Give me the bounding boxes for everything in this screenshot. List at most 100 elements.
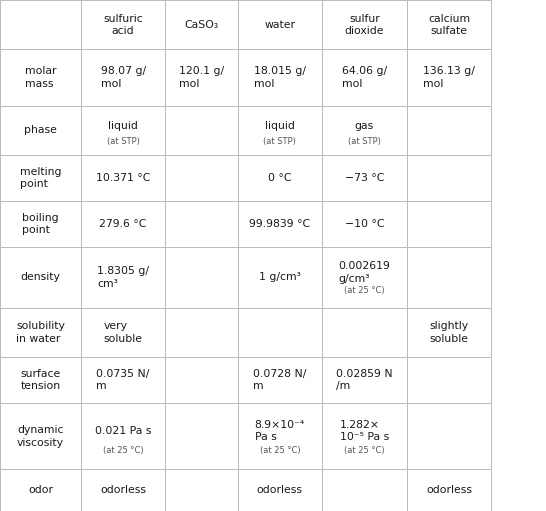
Text: sulfuric
acid: sulfuric acid: [103, 13, 143, 36]
Text: 99.9839 °C: 99.9839 °C: [250, 219, 310, 229]
Text: 1.8305 g/
cm³: 1.8305 g/ cm³: [97, 266, 149, 289]
Bar: [81, 106, 165, 155]
Text: 8.9×10⁻⁴
Pa s: 8.9×10⁻⁴ Pa s: [254, 420, 305, 442]
Text: (at 25 °C): (at 25 °C): [344, 286, 385, 295]
Bar: [322, 470, 407, 511]
Bar: [0, 308, 81, 357]
Bar: [322, 403, 407, 470]
Text: melting
point: melting point: [20, 167, 61, 189]
Bar: [165, 357, 238, 403]
Text: (at 25 °C): (at 25 °C): [344, 447, 385, 455]
Bar: [165, 403, 238, 470]
Text: (at STP): (at STP): [263, 136, 296, 146]
Bar: [322, 357, 407, 403]
Text: 10.371 °C: 10.371 °C: [96, 173, 150, 183]
Text: odorless: odorless: [257, 485, 303, 495]
Text: (at 25 °C): (at 25 °C): [103, 447, 144, 455]
Bar: [0, 470, 81, 511]
Bar: [322, 50, 407, 106]
Text: boiling
point: boiling point: [22, 213, 59, 235]
Bar: [0, 155, 81, 201]
Bar: [165, 0, 238, 50]
Text: odorless: odorless: [100, 485, 146, 495]
Bar: [407, 403, 491, 470]
Text: 98.07 g/
mol: 98.07 g/ mol: [100, 66, 146, 89]
Bar: [81, 357, 165, 403]
Text: very
soluble: very soluble: [104, 321, 143, 343]
Text: molar
mass: molar mass: [25, 66, 56, 89]
Bar: [165, 201, 238, 247]
Bar: [81, 470, 165, 511]
Text: (at 25 °C): (at 25 °C): [259, 447, 300, 455]
Bar: [0, 106, 81, 155]
Bar: [407, 470, 491, 511]
Bar: [322, 247, 407, 308]
Text: −73 °C: −73 °C: [345, 173, 384, 183]
Text: (at STP): (at STP): [348, 136, 381, 146]
Bar: [81, 155, 165, 201]
Text: phase: phase: [24, 125, 57, 135]
Text: 120.1 g/
mol: 120.1 g/ mol: [179, 66, 224, 89]
Text: odorless: odorless: [426, 485, 472, 495]
Text: liquid: liquid: [265, 121, 295, 131]
Text: 136.13 g/
mol: 136.13 g/ mol: [423, 66, 475, 89]
Text: solubility
in water: solubility in water: [16, 321, 65, 343]
Text: 1 g/cm³: 1 g/cm³: [259, 272, 301, 283]
Text: density: density: [20, 272, 61, 283]
Bar: [407, 247, 491, 308]
Text: 0.021 Pa s: 0.021 Pa s: [95, 426, 151, 436]
Bar: [165, 155, 238, 201]
Bar: [0, 403, 81, 470]
Text: dynamic
viscosity: dynamic viscosity: [17, 425, 64, 448]
Text: 279.6 °C: 279.6 °C: [99, 219, 147, 229]
Text: calcium
sulfate: calcium sulfate: [428, 13, 470, 36]
Text: 0.02859 N
/m: 0.02859 N /m: [336, 369, 393, 391]
Bar: [0, 0, 81, 50]
Text: 0.0735 N/
m: 0.0735 N/ m: [97, 369, 150, 391]
Text: surface
tension: surface tension: [20, 369, 61, 391]
Bar: [81, 201, 165, 247]
Bar: [407, 308, 491, 357]
Bar: [322, 308, 407, 357]
Bar: [238, 50, 322, 106]
Bar: [81, 308, 165, 357]
Bar: [407, 0, 491, 50]
Bar: [0, 247, 81, 308]
Text: sulfur
dioxide: sulfur dioxide: [345, 13, 384, 36]
Bar: [0, 201, 81, 247]
Bar: [238, 357, 322, 403]
Bar: [322, 106, 407, 155]
Bar: [238, 247, 322, 308]
Bar: [238, 403, 322, 470]
Bar: [238, 308, 322, 357]
Bar: [81, 247, 165, 308]
Text: water: water: [264, 20, 295, 30]
Bar: [238, 470, 322, 511]
Bar: [407, 155, 491, 201]
Text: (at STP): (at STP): [106, 136, 140, 146]
Bar: [322, 155, 407, 201]
Bar: [165, 470, 238, 511]
Bar: [238, 106, 322, 155]
Bar: [407, 357, 491, 403]
Text: 0.002619
g/cm³: 0.002619 g/cm³: [339, 261, 390, 284]
Bar: [165, 308, 238, 357]
Bar: [322, 201, 407, 247]
Bar: [238, 0, 322, 50]
Text: 1.282×
10⁻⁵ Pa s: 1.282× 10⁻⁵ Pa s: [340, 420, 389, 442]
Text: −10 °C: −10 °C: [345, 219, 384, 229]
Bar: [0, 50, 81, 106]
Bar: [81, 50, 165, 106]
Text: 0.0728 N/
m: 0.0728 N/ m: [253, 369, 306, 391]
Text: 64.06 g/
mol: 64.06 g/ mol: [342, 66, 387, 89]
Text: CaSO₃: CaSO₃: [185, 20, 218, 30]
Bar: [0, 357, 81, 403]
Bar: [81, 0, 165, 50]
Bar: [238, 155, 322, 201]
Bar: [165, 247, 238, 308]
Text: slightly
soluble: slightly soluble: [430, 321, 468, 343]
Bar: [407, 50, 491, 106]
Bar: [165, 106, 238, 155]
Text: gas: gas: [355, 121, 374, 131]
Bar: [238, 201, 322, 247]
